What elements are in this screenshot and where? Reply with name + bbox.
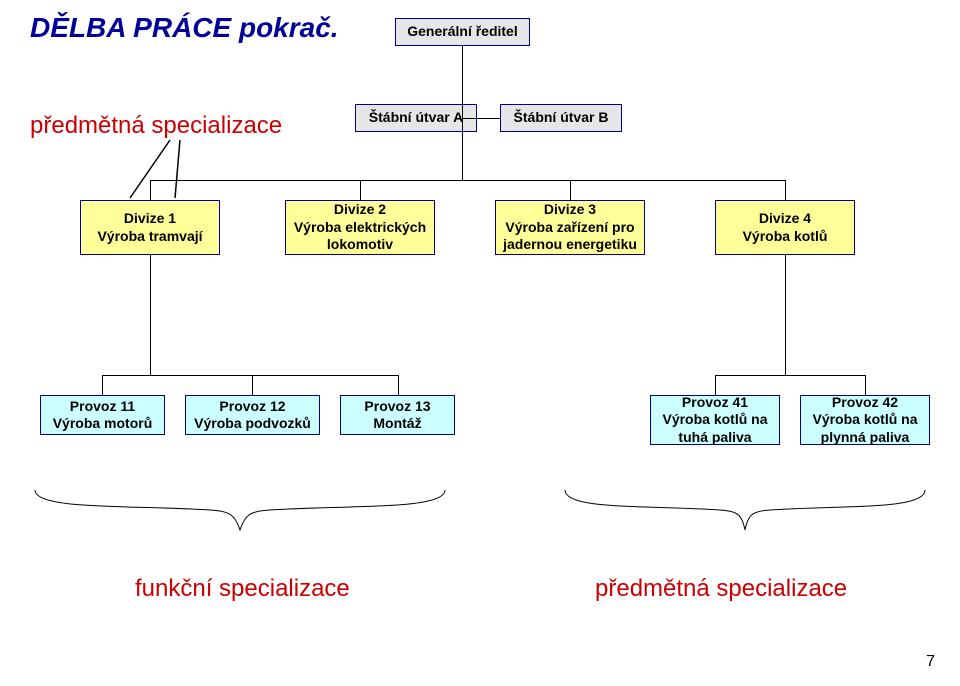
label-funkcni: funkční specializace	[135, 575, 350, 603]
box-divize-3: Divize 3Výroba zařízení projadernou ener…	[495, 200, 645, 255]
brace-right	[560, 485, 930, 535]
slide-title: DĚLBA PRÁCE pokrač.	[30, 12, 339, 44]
box-divize-1: Divize 1Výroba tramvají	[80, 200, 220, 255]
label-predmetna-bottom: předmětná specializace	[595, 575, 847, 603]
box-provoz-41: Provoz 41Výroba kotlů natuhá paliva	[650, 395, 780, 445]
box-provoz-13: Provoz 13Montáž	[340, 395, 455, 435]
box-divize-4: Divize 4Výroba kotlů	[715, 200, 855, 255]
page-number: 7	[926, 653, 935, 671]
diagram-container: DĚLBA PRÁCE pokrač. předmětná specializa…	[0, 0, 960, 686]
box-provoz-11: Provoz 11Výroba motorů	[40, 395, 165, 435]
box-general-director: Generální ředitel	[395, 18, 530, 46]
box-stab-b: Štábní útvar B	[500, 104, 622, 132]
box-divize-2: Divize 2Výroba elektrickýchlokomotiv	[285, 200, 435, 255]
label-predmetna-top: předmětná specializace	[30, 112, 282, 140]
box-stab-a: Štábní útvar A	[355, 104, 477, 132]
box-provoz-42: Provoz 42Výroba kotlů naplynná paliva	[800, 395, 930, 445]
box-provoz-12: Provoz 12Výroba podvozků	[185, 395, 320, 435]
brace-left	[30, 485, 450, 535]
